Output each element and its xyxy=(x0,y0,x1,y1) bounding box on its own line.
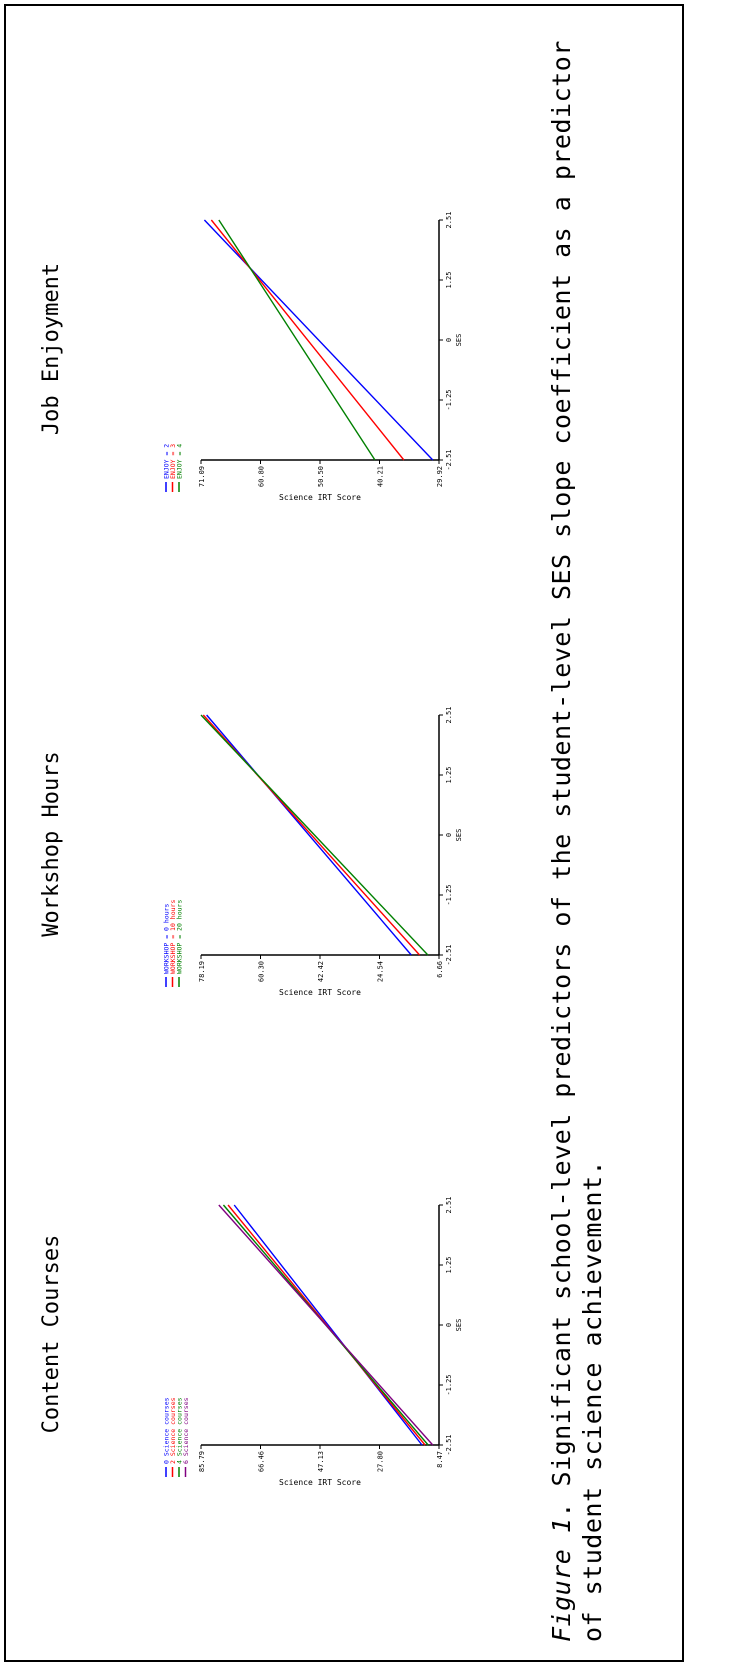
x-tick-label: -2.51 xyxy=(445,1434,453,1455)
x-tick-label: -1.25 xyxy=(445,884,453,905)
legend-label: 4 Science courses xyxy=(176,1397,184,1464)
series-line xyxy=(218,1204,434,1446)
caption-text: . Significant school-level predictors of… xyxy=(547,40,607,1642)
series-line xyxy=(210,219,405,461)
figure-caption: Figure 1. Significant school-level predi… xyxy=(546,22,608,1642)
y-tick-label: 85.79 xyxy=(198,1451,206,1472)
series-line xyxy=(203,219,434,461)
x-axis-label: SES xyxy=(455,334,463,347)
y-axis-label: Science IRT Score xyxy=(279,493,361,502)
x-tick-label: 0 xyxy=(445,338,453,342)
y-tick-label: 66.46 xyxy=(258,1451,266,1472)
y-tick-label: 60.30 xyxy=(258,961,266,982)
legend-label: 0 Science courses xyxy=(163,1397,171,1464)
chart-title: Workshop Hours xyxy=(39,751,64,936)
y-tick-label: 50.50 xyxy=(317,466,325,487)
y-axis-label: Science IRT Score xyxy=(279,988,361,997)
x-tick-label: 1.25 xyxy=(445,272,453,289)
charts-canvas: Content Courses 8.47 27.80 47.13 66.46 85.79 -… xyxy=(39,212,463,1487)
y-tick-label: 8.47 xyxy=(436,1451,444,1468)
y-tick-label: 6.66 xyxy=(436,961,444,978)
y-tick-label: 71.09 xyxy=(198,466,206,487)
y-tick-label: 29.92 xyxy=(436,466,444,487)
x-tick-label: 2.51 xyxy=(445,1197,453,1214)
x-axis-label: SES xyxy=(455,1319,463,1332)
legend-label: ENJOY = 4 xyxy=(176,444,184,479)
x-tick-label: 2.51 xyxy=(445,212,453,229)
y-tick-label: 60.80 xyxy=(258,466,266,487)
y-tick-label: 40.21 xyxy=(377,466,385,487)
series-line xyxy=(200,714,429,956)
caption-lead: Figure 1 xyxy=(547,1517,576,1642)
x-tick-label: -1.25 xyxy=(445,389,453,410)
x-tick-label: -1.25 xyxy=(445,1374,453,1395)
x-tick-label: 0 xyxy=(445,833,453,837)
x-tick-label: 1.25 xyxy=(445,1257,453,1274)
legend-label: ENJOY = 3 xyxy=(169,444,177,479)
chart-title: Job Enjoyment xyxy=(39,263,64,435)
y-axis-label: Science IRT Score xyxy=(279,1478,361,1487)
legend-label: WORKSHOP = 0 hours xyxy=(163,903,171,974)
x-tick-label: 0 xyxy=(445,1323,453,1327)
figure-frame: Content Courses 8.47 27.80 47.13 66.46 85.79 -… xyxy=(4,4,684,1662)
x-tick-label: -2.51 xyxy=(445,944,453,965)
series-line xyxy=(206,714,412,956)
rotated-figure: Content Courses 8.47 27.80 47.13 66.46 85.79 -… xyxy=(6,6,682,1660)
y-tick-label: 42.42 xyxy=(317,961,325,982)
y-tick-label: 78.19 xyxy=(198,961,206,982)
legend-label: ENJOY = 2 xyxy=(163,444,171,479)
y-tick-label: 47.13 xyxy=(317,1451,325,1472)
y-tick-label: 27.80 xyxy=(377,1451,385,1472)
legend-label: WORKSHOP = 20 hours xyxy=(176,900,184,974)
x-tick-label: -2.51 xyxy=(445,449,453,470)
chart-title: Content Courses xyxy=(39,1235,64,1434)
x-axis-label: SES xyxy=(455,829,463,842)
legend-label: WORKSHOP = 10 hours xyxy=(169,900,177,974)
series-line xyxy=(218,219,376,461)
x-tick-label: 2.51 xyxy=(445,707,453,724)
y-tick-label: 24.54 xyxy=(377,961,385,982)
series-line xyxy=(233,1204,423,1446)
legend-label: 2 Science courses xyxy=(169,1397,177,1464)
x-tick-label: 1.25 xyxy=(445,767,453,784)
legend-label: 6 Science courses xyxy=(182,1397,190,1464)
